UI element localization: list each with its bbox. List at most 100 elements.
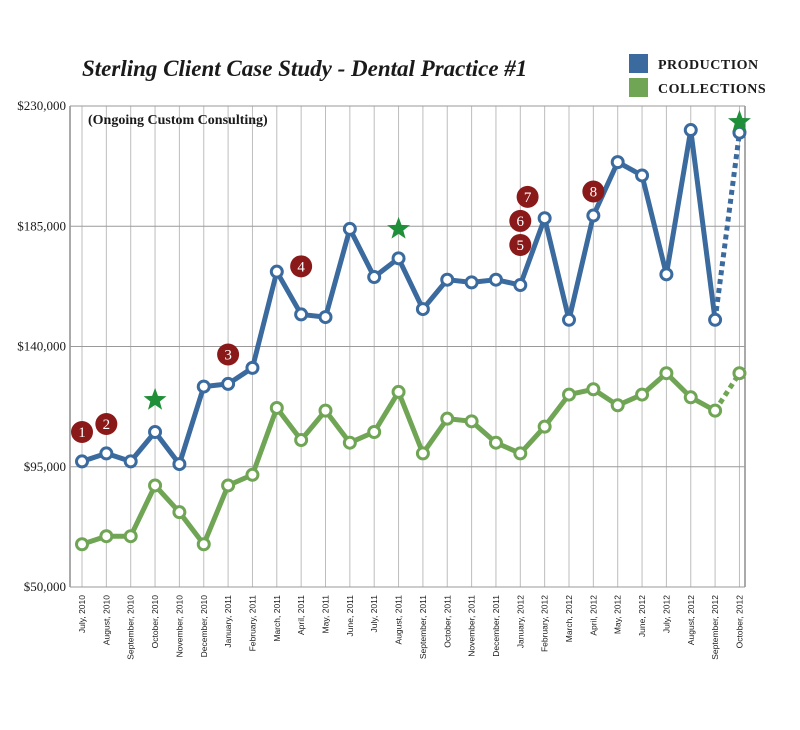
x-tick-label: February, 2011 (247, 595, 257, 652)
x-tick-label: May, 2012 (613, 595, 623, 634)
data-point-production (318, 310, 333, 325)
milestone-marker-label: 8 (590, 185, 598, 201)
milestone-marker-label: 2 (103, 417, 111, 433)
legend: PRODUCTION COLLECTIONS (629, 54, 766, 97)
milestone-star-icon (387, 216, 410, 239)
data-point-production (148, 425, 163, 440)
data-point-collections (683, 390, 698, 405)
data-point-production (99, 446, 114, 461)
x-tick-label: March, 2011 (272, 595, 282, 642)
data-point-production (513, 278, 528, 293)
data-point-collections (75, 537, 89, 552)
data-point-production (342, 221, 357, 236)
data-point-production (391, 251, 406, 266)
plot-area: July, 2010 August, 2010 September, 2010 Oct… (17, 98, 751, 660)
milestone-marker (582, 180, 605, 203)
data-point-production (659, 267, 674, 282)
legend-swatch-production (629, 54, 648, 73)
data-point-production (537, 211, 552, 226)
data-point-production (683, 123, 698, 138)
data-point-collections (464, 414, 479, 429)
data-point-production (75, 454, 89, 469)
milestone-marker-label: 1 (78, 425, 86, 441)
data-point-collections (659, 366, 674, 381)
data-point-collections (440, 411, 455, 426)
data-point-collections (196, 537, 211, 552)
milestone-star-icon (143, 387, 167, 410)
x-tick-label: September, 2012 (710, 595, 720, 660)
x-tick-label: November, 2011 (467, 595, 477, 657)
x-tick-label: September, 2011 (418, 595, 428, 659)
milestone-marker-label: 4 (297, 259, 305, 275)
data-point-collections (586, 382, 601, 397)
data-point-production (562, 312, 576, 327)
data-point-production (196, 379, 211, 394)
data-point-production (123, 454, 138, 469)
data-point-collections (635, 387, 650, 402)
x-tick-label: October, 2011 (442, 595, 452, 648)
milestone-marker-label: 6 (517, 214, 525, 230)
x-tick-label: January, 2012 (515, 595, 525, 649)
x-tick-label: August, 2010 (101, 595, 111, 645)
y-tick-label: $230,000 (17, 98, 66, 113)
data-point-collections (367, 425, 382, 440)
milestone-star-icon (728, 110, 751, 132)
milestone-marker (516, 185, 539, 208)
data-point-collections (269, 400, 284, 415)
y-tick-label: $95,000 (24, 459, 66, 474)
chart-title: Sterling Client Case Study - Dental Prac… (82, 56, 527, 81)
milestone-marker (71, 421, 93, 444)
data-point-production (367, 270, 382, 285)
x-tick-label: January, 2011 (223, 595, 233, 648)
x-tick-label: December, 2010 (199, 595, 209, 658)
data-point-production (172, 457, 187, 472)
chart-subtitle: (Ongoing Custom Consulting) (88, 113, 268, 128)
data-point-production (586, 208, 601, 223)
x-tick-label: April, 2012 (588, 595, 598, 636)
data-point-production (221, 376, 236, 391)
data-point-collections (318, 403, 333, 418)
data-point-production (635, 168, 650, 183)
data-point-collections (123, 529, 138, 544)
x-tick-label: December, 2011 (491, 595, 501, 657)
series-line-projection-production (712, 132, 742, 321)
data-point-production (488, 272, 503, 287)
data-point-collections (99, 529, 114, 544)
legend-swatch-collections (629, 78, 648, 97)
data-point-collections (221, 478, 236, 493)
milestone-marker (95, 412, 118, 435)
x-tick-label: July, 2012 (661, 595, 671, 633)
data-point-production (732, 125, 747, 140)
data-point-collections (610, 398, 625, 413)
data-point-collections (537, 419, 552, 434)
milestone-marker (509, 209, 532, 232)
milestone-marker-label: 7 (524, 190, 532, 206)
data-point-collections (245, 467, 260, 482)
milestone-marker (290, 255, 313, 278)
data-point-collections (488, 435, 503, 450)
data-point-collections (562, 387, 576, 402)
x-tick-label: September, 2010 (126, 595, 136, 660)
data-point-collections (172, 505, 187, 520)
x-tick-label: October, 2010 (150, 595, 160, 649)
x-tick-label: November, 2010 (174, 595, 184, 658)
data-point-production (269, 264, 284, 279)
milestone-marker-label: 5 (517, 238, 525, 254)
x-tick-label: May, 2011 (321, 595, 331, 634)
y-tick-label: $140,000 (17, 339, 66, 354)
data-point-production (464, 275, 479, 290)
x-tick-label: March, 2012 (564, 595, 574, 643)
milestone-marker-label: 3 (224, 348, 232, 364)
data-point-collections (391, 384, 406, 399)
data-point-collections (513, 446, 528, 461)
data-point-production (415, 302, 430, 317)
x-tick-label: June, 2012 (637, 595, 647, 637)
series-line-projection-collections (713, 371, 742, 412)
data-point-collections (342, 435, 357, 450)
milestone-marker (217, 343, 240, 366)
data-point-production (708, 312, 723, 327)
x-tick-label: June, 2011 (345, 595, 355, 637)
data-point-production (245, 360, 260, 375)
x-tick-label: February, 2012 (540, 595, 550, 652)
